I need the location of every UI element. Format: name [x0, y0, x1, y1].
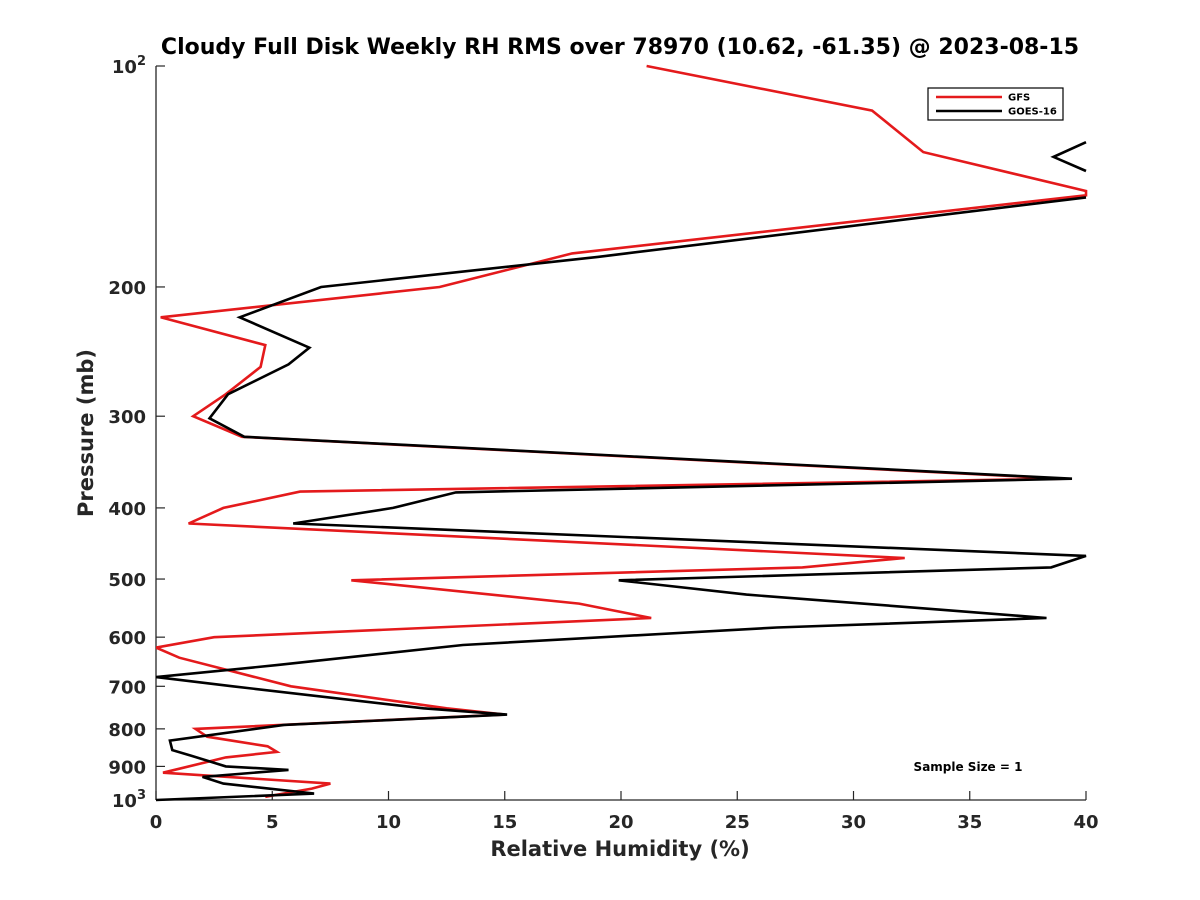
y-tick-label-700: 700: [108, 677, 146, 698]
x-tick-label-15: 15: [492, 812, 517, 833]
series-line-goes-16-upper: [1050, 141, 1087, 173]
y-tick-label-900: 900: [108, 757, 146, 778]
legend: GFS GOES-16: [927, 87, 1064, 121]
x-tick-label-30: 30: [841, 812, 866, 833]
y-tick-label-800: 800: [108, 720, 146, 741]
x-tick-label-0: 0: [150, 812, 163, 833]
series-line-gfs: [156, 64, 1088, 799]
legend-label-goes-16: GOES-16: [1008, 107, 1057, 118]
y-tick-label-100: 102: [112, 54, 146, 78]
chart-title: Cloudy Full Disk Weekly RH RMS over 7897…: [161, 35, 1079, 60]
x-tick-label-35: 35: [957, 812, 982, 833]
series-line-goes-16: [156, 196, 1087, 802]
x-tick-label-25: 25: [725, 812, 750, 833]
y-tick-label-200: 200: [108, 278, 146, 299]
x-tick-label-40: 40: [1073, 812, 1098, 833]
legend-label-gfs: GFS: [1008, 93, 1030, 104]
sample-size-annotation: Sample Size = 1: [914, 760, 1023, 774]
x-tick-label-10: 10: [376, 812, 401, 833]
y-tick-label-300: 300: [108, 407, 146, 428]
x-tick-label-5: 5: [266, 812, 279, 833]
plot-area: 0 5 10 15 20 25 30 35 40 102 200 300 400 500 600 700 800…: [108, 54, 1098, 833]
y-tick-label-1000: 103: [112, 788, 146, 812]
x-tick-label-20: 20: [608, 812, 633, 833]
y-tick-label-400: 400: [108, 499, 146, 520]
y-tick-label-500: 500: [108, 570, 146, 591]
y-axis-label: Pressure (mb): [74, 349, 98, 517]
y-tick-label-600: 600: [108, 628, 146, 649]
x-axis-label: Relative Humidity (%): [490, 837, 749, 861]
series-group: [156, 64, 1088, 802]
legend-box: [927, 87, 1064, 121]
